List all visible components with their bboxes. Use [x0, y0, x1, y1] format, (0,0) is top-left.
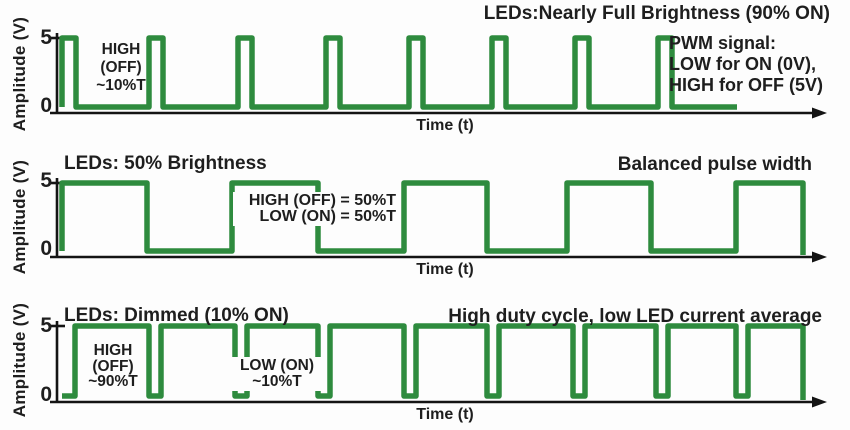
- annotation-line-2: LOW (ON) = 50%T: [259, 208, 396, 225]
- y-axis-label: Amplitude (V): [10, 302, 29, 418]
- y-tick-5: 5: [40, 169, 52, 192]
- chart-right-title: High duty cycle, low LED current average: [448, 306, 822, 327]
- waveform-plot-nearly-full: [50, 33, 827, 119]
- pwm-note-line-2: LOW for ON (0V),: [669, 54, 816, 74]
- high-off-annotation: HIGH (OFF) ~10%T: [90, 41, 152, 95]
- x-axis-label: Time (t): [416, 261, 474, 278]
- annotation-line-1: HIGH: [101, 41, 141, 58]
- duty-cycle-annotation: HIGH (OFF) = 50%T LOW (ON) = 50%T: [233, 192, 399, 226]
- waveform-plot-dimmed: [50, 321, 827, 408]
- y-tick-5: 5: [40, 314, 52, 337]
- x-axis-label: Time (t): [416, 117, 474, 134]
- annotation-line-3: ~10%T: [96, 77, 146, 94]
- chart-nearly-full-brightness: Amplitude (V) 5 0 LEDs:Nearly Full Brigh…: [0, 0, 850, 143]
- chart-title: LEDs:Nearly Full Brightness (90% ON): [483, 3, 830, 24]
- y-axis-label: Amplitude (V): [10, 16, 29, 132]
- annotation-line-2: ~10%T: [252, 373, 302, 390]
- annotation-line-2: (OFF): [100, 59, 142, 76]
- low-on-annotation: LOW (ON) ~10%T: [228, 357, 326, 391]
- chart-title: LEDs: 50% Brightness: [64, 153, 267, 174]
- high-off-annotation: HIGH (OFF) ~90%T: [80, 342, 146, 391]
- pwm-signal-note: PWM signal: LOW for ON (0V), HIGH for OF…: [669, 33, 823, 96]
- y-tick-0: 0: [40, 383, 52, 406]
- chart-title: LEDs: Dimmed (10% ON): [64, 305, 289, 326]
- annotation-line-1: HIGH: [93, 342, 133, 359]
- y-tick-0: 0: [40, 237, 52, 260]
- chart-right-title: Balanced pulse width: [617, 154, 812, 175]
- y-tick-0: 0: [40, 94, 52, 117]
- chart-50-percent-brightness: Amplitude (V) 5 0 LEDs: 50% Brightness B…: [0, 143, 850, 286]
- pwm-note-line-1: PWM signal:: [669, 33, 776, 53]
- annotation-line-1: HIGH (OFF) = 50%T: [248, 192, 396, 209]
- x-axis-label: Time (t): [416, 406, 474, 423]
- annotation-line-1: LOW (ON): [239, 357, 315, 374]
- annotation-line-2: (OFF): [92, 357, 134, 375]
- pwm-note-line-3: HIGH for OFF (5V): [669, 75, 823, 95]
- y-tick-5: 5: [40, 26, 52, 49]
- annotation-line-3: ~90%T: [88, 373, 138, 390]
- chart-dimmed: Amplitude (V) 5 0 LEDs: Dimmed (10% ON) …: [0, 286, 850, 430]
- y-axis-label: Amplitude (V): [10, 159, 29, 275]
- waveform-plot-50-percent: [50, 178, 827, 263]
